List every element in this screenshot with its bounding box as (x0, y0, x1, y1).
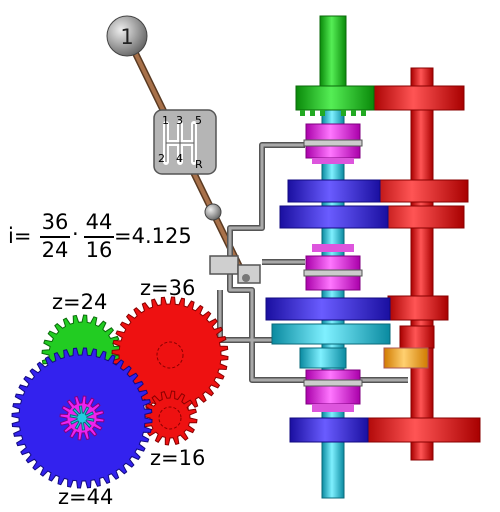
fraction-2-bar (84, 236, 114, 238)
gate-label-2: 2 (158, 152, 165, 165)
selector-block (209, 255, 239, 275)
synchro-upper (303, 123, 363, 164)
gear-z16-hub (158, 406, 182, 430)
label-z36: z=36 (140, 276, 196, 300)
hub-spline (69, 405, 95, 431)
fraction-1-numerator: 36 (41, 210, 69, 234)
input-gear (295, 85, 375, 111)
lever-tip (242, 274, 250, 282)
gate-label-5: 5 (195, 114, 202, 127)
fraction-1-denominator: 24 (41, 238, 69, 262)
shift-gate: 1 3 5 2 4 R (153, 109, 217, 175)
main-gear-2 (279, 205, 389, 229)
label-z44: z=44 (58, 485, 114, 509)
ratio-result: =4.125 (114, 224, 192, 248)
main-gear-3 (287, 179, 381, 203)
main-gear-cyan-small (299, 347, 347, 369)
main-gear-1 (265, 297, 391, 321)
label-z16: z=16 (150, 446, 206, 470)
gate-label-r: R (195, 158, 203, 171)
reverse-gear (289, 417, 369, 443)
fraction-2-numerator: 44 (85, 210, 113, 234)
lever-pivot-ball (204, 203, 222, 221)
ratio-operator: · (72, 222, 79, 246)
fraction-2-denominator: 16 (85, 238, 113, 262)
gate-label-4: 4 (176, 152, 183, 165)
label-z24: z=24 (52, 290, 108, 314)
synchro-lower (303, 369, 363, 412)
shift-knob[interactable]: 1 (106, 15, 148, 57)
gear-z36-hub (156, 341, 184, 369)
ratio-prefix: i= (8, 224, 32, 248)
countershaft-gears (361, 85, 481, 443)
input-gear-teeth (300, 110, 366, 116)
gear-z16 (142, 390, 198, 446)
synchro-middle (303, 244, 363, 291)
reverse-idler-gear (383, 347, 429, 369)
gate-label-3: 3 (176, 114, 183, 127)
gate-label-1: 1 (162, 114, 169, 127)
main-gear-cyan (271, 323, 391, 345)
selected-gear-badge: 1 (120, 25, 133, 49)
countershaft (410, 67, 434, 461)
fraction-1-bar (40, 236, 70, 238)
side-view-gears (11, 296, 229, 489)
